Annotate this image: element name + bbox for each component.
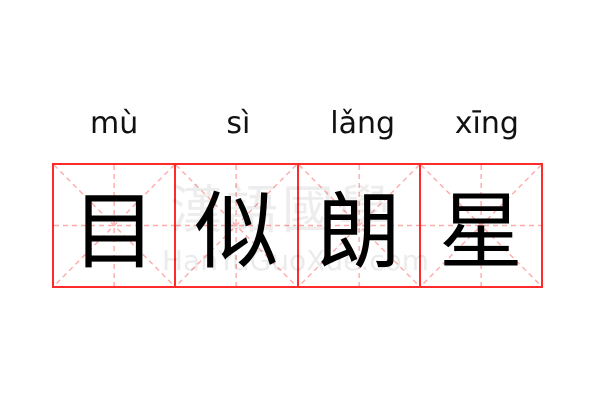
hanzi-1: 目 bbox=[72, 183, 157, 281]
character-grid: 目 似 朗 星 bbox=[52, 163, 549, 288]
guide-line bbox=[54, 165, 174, 286]
guide-lines bbox=[299, 165, 419, 286]
guide-line bbox=[299, 165, 419, 286]
hanzi-2: 似 bbox=[194, 183, 279, 281]
watermark-latin: HanYuGuoXue.com bbox=[162, 244, 430, 277]
grid-cell-4: 星 bbox=[418, 163, 543, 288]
pinyin-4: xīng bbox=[454, 106, 519, 141]
guide-line bbox=[421, 165, 541, 286]
pinyin-2: sì bbox=[226, 106, 251, 141]
grid-cell-2: 似 bbox=[174, 163, 299, 288]
guide-lines bbox=[176, 165, 296, 286]
grid-cell-1: 目 bbox=[52, 163, 177, 288]
grid-cell-3: 朗 bbox=[296, 163, 421, 288]
pinyin-row: mù sì lǎng xīng bbox=[52, 106, 549, 146]
pinyin-1: mù bbox=[90, 106, 139, 141]
guide-lines bbox=[421, 165, 541, 286]
guide-line bbox=[176, 165, 296, 286]
hanzi-3: 朗 bbox=[316, 183, 401, 281]
pinyin-3: lǎng bbox=[330, 106, 396, 141]
guide-lines bbox=[54, 165, 174, 286]
watermark-chinese: 漢語國學 bbox=[170, 181, 395, 241]
hanzi-4: 星 bbox=[438, 183, 523, 281]
